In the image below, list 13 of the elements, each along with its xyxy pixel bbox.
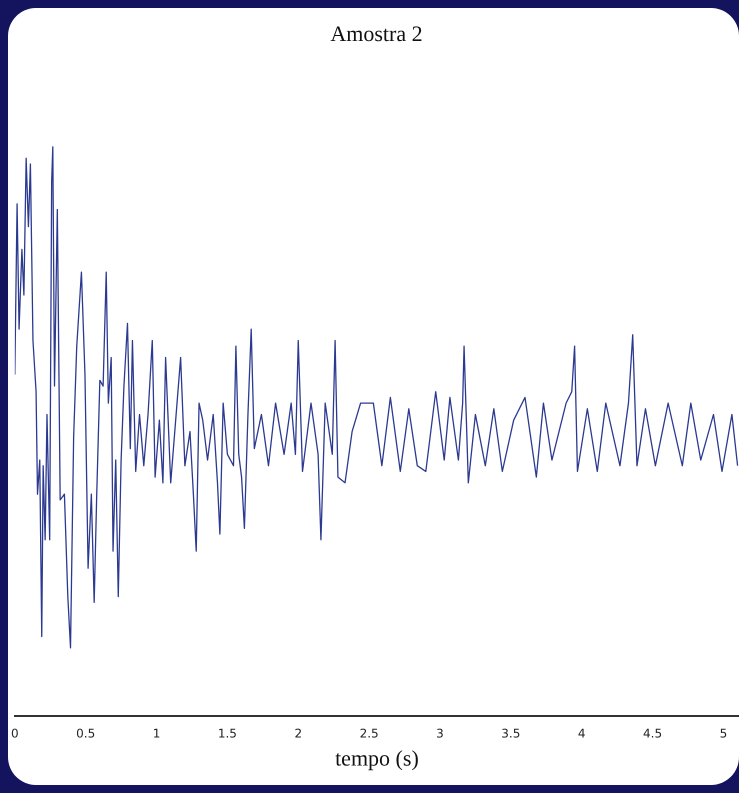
x-tick-label: 1.5 <box>218 726 237 741</box>
chart-title: Amostra 2 <box>330 20 423 46</box>
x-tick-label: 0.5 <box>76 726 96 741</box>
x-tick-label: 1 <box>152 726 160 741</box>
x-tick-label: 2 <box>294 726 302 741</box>
x-tick-label: 4 <box>578 726 586 741</box>
x-tick-label: 4.5 <box>643 726 662 741</box>
x-tick-label: 0 <box>10 726 19 741</box>
x-tick-label: 5 <box>720 726 728 741</box>
x-tick-label: 3 <box>436 726 444 741</box>
x-tick-label: 3.5 <box>501 726 520 741</box>
x-axis-title: tempo (s) <box>335 746 419 771</box>
x-tick-label: 2.5 <box>360 726 379 741</box>
